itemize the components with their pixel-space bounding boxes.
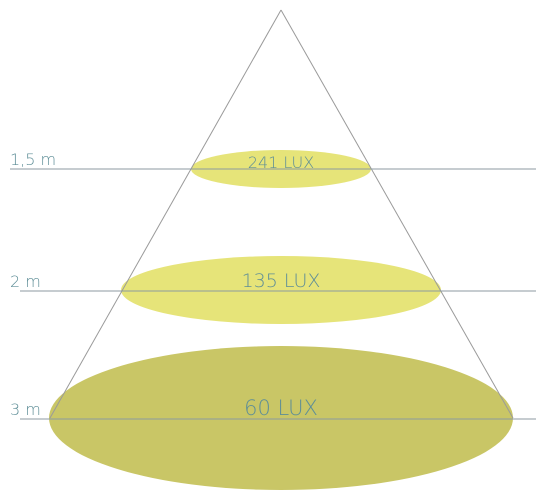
lux-label-2m: 135 LUX bbox=[242, 270, 321, 292]
distance-label-2m: 2 m bbox=[10, 272, 41, 291]
light-spot-3m bbox=[49, 346, 513, 490]
cone-right-edge bbox=[280, 9, 514, 419]
distance-label-3m: 3 m bbox=[10, 400, 41, 419]
lux-label-1-5m: 241 LUX bbox=[248, 153, 314, 172]
distance-label-1-5m: 1,5 m bbox=[10, 150, 56, 169]
lux-label-3m: 60 LUX bbox=[244, 396, 318, 420]
cone-left-edge bbox=[49, 9, 282, 419]
light-spot-2m bbox=[121, 256, 441, 324]
